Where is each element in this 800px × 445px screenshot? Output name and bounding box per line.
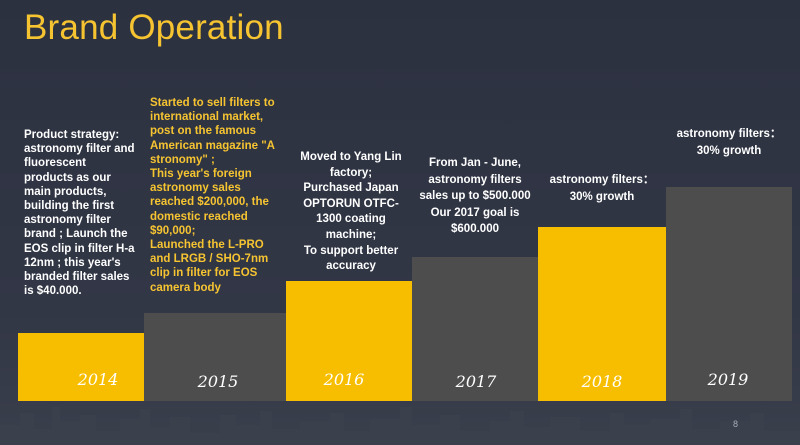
- milestone-2015-line: American magazine "A: [150, 139, 275, 152]
- milestone-2015-line: stronomy" ;: [150, 153, 215, 166]
- milestone-2018-text: astronomy filters： 30% growth: [540, 172, 664, 205]
- milestone-2014-line: EOS clip in filter H-a: [24, 242, 135, 255]
- milestone-2019-line: 30% growth: [696, 144, 762, 157]
- milestone-2015-line: astronomy sales: [150, 182, 241, 195]
- milestone-2016-text: Moved to Yang Lin factory; Purchased Jap…: [290, 150, 412, 275]
- milestone-2014-line: Product strategy:: [24, 129, 120, 141]
- bar-2015: [144, 313, 286, 401]
- page-title: Brand Operation: [24, 8, 284, 47]
- milestone-2014-line: astronomy filter: [24, 214, 111, 227]
- milestone-2015-line: Launched the L-PRO: [150, 239, 264, 252]
- bar-2016: [286, 281, 412, 401]
- milestone-2015-line: camera body: [150, 281, 221, 294]
- bar-2014: [18, 333, 144, 401]
- milestone-2015-line: This year's foreign: [150, 168, 252, 181]
- year-label-2016: 2016: [323, 370, 365, 389]
- milestone-2017-line: $600.000: [451, 223, 499, 236]
- milestone-2014-line: 12nm ; this year's: [24, 256, 121, 269]
- milestone-2014-line: fluorescent: [24, 157, 86, 170]
- milestone-2016-line: accuracy: [326, 260, 376, 273]
- milestone-2015-line: reached $200,000, the: [150, 196, 269, 209]
- milestone-2017-text: From Jan - June, astronomy filters sales…: [414, 155, 536, 238]
- milestone-2015-line: clip in filter for EOS: [150, 267, 258, 280]
- year-label-2015: 2015: [197, 372, 239, 391]
- milestone-2014-line: astronomy filter and: [24, 143, 135, 156]
- milestone-2014-line: is $40.000.: [24, 285, 82, 298]
- city-skyline-decoration: [0, 407, 800, 445]
- milestone-2015-line: Started to sell filters to: [150, 97, 275, 109]
- milestone-2014-line: products as our: [24, 171, 111, 184]
- milestone-2014-text: Product strategy: astronomy filter and f…: [24, 128, 150, 298]
- milestone-2017-line: From Jan - June,: [428, 157, 522, 169]
- milestone-2016-line: machine;: [325, 228, 377, 241]
- milestone-2016-line: Moved to Yang Lin: [300, 151, 402, 163]
- year-label-2019: 2019: [707, 370, 749, 389]
- milestone-2015-line: international market,: [150, 111, 264, 124]
- milestone-2016-line: Purchased Japan: [303, 182, 399, 195]
- milestone-2014-line: building the first: [24, 200, 115, 213]
- milestone-2018-line: 30% growth: [569, 190, 635, 203]
- bar-2017: [412, 257, 538, 401]
- milestone-2016-line: 1300 coating: [316, 213, 386, 226]
- milestone-2018-line: astronomy filters：: [549, 174, 655, 186]
- milestone-2015-text: Started to sell filters to international…: [150, 96, 286, 295]
- milestone-2015-line: post on the famous: [150, 125, 257, 138]
- milestone-2014-line: brand ; Launch the: [24, 228, 128, 241]
- year-label-2017: 2017: [455, 372, 497, 391]
- milestone-2015-line: $90,000;: [150, 224, 196, 237]
- milestone-2016-line: To support better: [303, 244, 399, 257]
- milestone-2019-text: astronomy filters： 30% growth: [666, 126, 792, 159]
- milestone-2019-line: astronomy filters：: [676, 128, 782, 140]
- bar-2018: [538, 227, 666, 401]
- milestone-2015-line: domestic reached: [150, 210, 248, 223]
- milestone-2015-line: and LRGB / SHO-7nm: [150, 253, 269, 266]
- milestone-2016-line: OPTORUN OTFC-: [303, 197, 399, 210]
- milestone-2017-line: astronomy filters: [428, 173, 522, 186]
- bar-2019: [666, 187, 792, 401]
- milestone-2016-line: factory;: [329, 166, 373, 179]
- milestone-2017-line: Our 2017 goal is: [430, 206, 520, 219]
- milestone-2017-line: sales up to $500.000: [419, 190, 531, 203]
- page-number: 8: [732, 419, 738, 429]
- milestone-2014-line: branded filter sales: [24, 271, 130, 284]
- year-label-2018: 2018: [581, 372, 623, 391]
- milestone-2014-line: main products,: [24, 185, 107, 198]
- year-label-2014: 2014: [77, 370, 119, 389]
